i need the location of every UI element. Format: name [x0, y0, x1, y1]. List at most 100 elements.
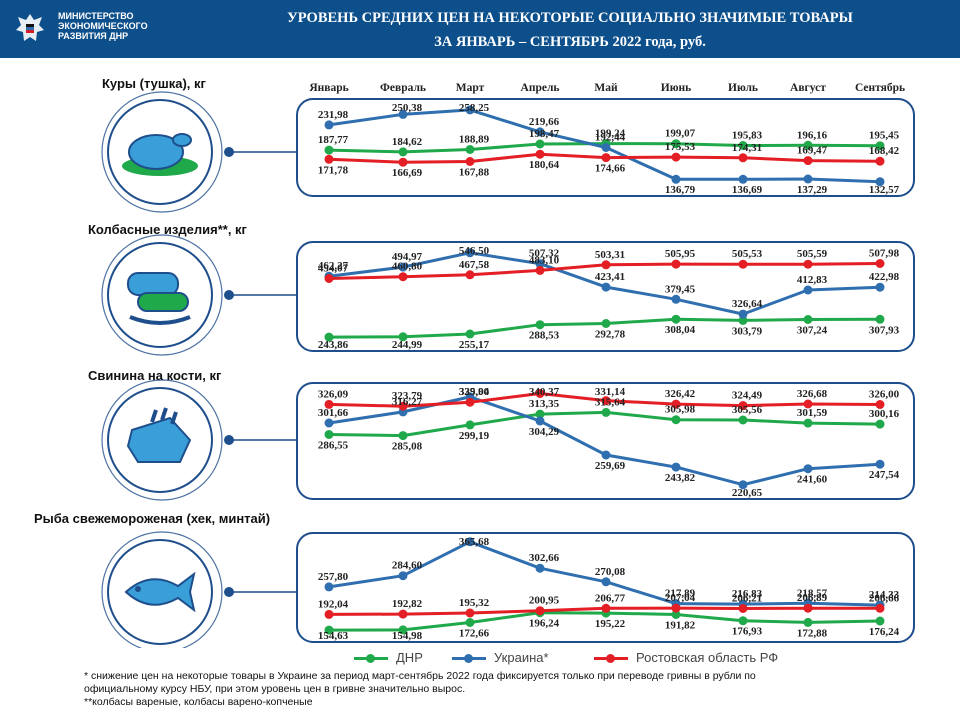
data-point-ukraine — [671, 174, 681, 184]
month-label: Июнь — [661, 82, 691, 94]
data-point-ukraine — [803, 285, 813, 295]
value-label-dnr: 300,16 — [869, 408, 900, 420]
data-point-rostov — [398, 609, 408, 619]
value-label-rostov: 206,89 — [797, 592, 828, 604]
value-label-rostov: 200,95 — [529, 595, 560, 607]
data-point-dnr — [875, 616, 885, 626]
data-point-dnr — [738, 315, 748, 325]
data-point-ukraine — [671, 294, 681, 304]
value-label-ukraine: 217,89 — [665, 588, 696, 600]
value-label-ukraine: 259,69 — [595, 460, 626, 472]
panel-1: 231,98 187,77 171,78 250,38 184,62 166,69 258,… — [101, 91, 915, 213]
value-label-rostov: 192,04 — [318, 598, 349, 610]
value-label-dnr: 285,08 — [392, 441, 423, 453]
value-label-dnr: 308,04 — [665, 324, 696, 336]
value-label-rostov: 206,21 — [732, 593, 762, 605]
data-point-dnr — [671, 610, 681, 619]
data-point-rostov — [465, 270, 475, 280]
value-label-ukraine: 379,45 — [665, 283, 696, 295]
month-label: Сентябрь — [855, 82, 905, 94]
data-point-rostov — [465, 397, 475, 407]
value-label-rostov: 168,42 — [869, 145, 900, 157]
data-point-dnr — [875, 314, 885, 324]
data-point-rostov — [875, 603, 885, 613]
value-label-ukraine: 494,97 — [392, 251, 423, 263]
value-label-rostov: 454,07 — [318, 263, 349, 275]
value-label-ukraine: 365,68 — [459, 536, 490, 548]
data-point-dnr — [803, 315, 813, 324]
data-point-dnr — [875, 141, 885, 151]
data-point-rostov — [738, 259, 748, 269]
value-label-dnr: 176,24 — [869, 626, 900, 638]
data-point-dnr — [324, 430, 334, 439]
value-label-dnr: 305,56 — [732, 404, 763, 416]
value-label-ukraine: 326,64 — [732, 298, 763, 310]
data-point-ukraine — [738, 174, 748, 184]
value-label-dnr: 187,77 — [318, 134, 349, 146]
legend-item-dnr: ДНР — [354, 650, 423, 665]
pork-shape — [126, 416, 192, 463]
value-label-rostov: 483,10 — [529, 254, 560, 266]
data-point-ukraine — [875, 282, 885, 292]
value-label-ukraine: 507,32 — [529, 248, 560, 260]
value-label-dnr: 198,47 — [529, 128, 560, 140]
data-point-rostov — [671, 603, 681, 613]
legend: ДНР Украина* Ростовская область РФ — [340, 650, 940, 666]
data-point-ukraine — [324, 582, 334, 592]
data-point-rostov — [738, 401, 748, 411]
data-point-rostov — [601, 396, 611, 406]
data-point-rostov — [671, 152, 681, 162]
value-label-rostov: 329,04 — [459, 386, 490, 398]
panel-label-sausage: Колбасные изделия**, кг — [88, 222, 247, 237]
value-label-rostov: 507,98 — [869, 248, 900, 260]
value-label-ukraine: 243,82 — [665, 472, 696, 484]
legend-item-ukraine: Украина* — [452, 650, 549, 665]
value-label-ukraine: 423,41 — [595, 271, 625, 283]
data-point-ukraine — [398, 109, 408, 119]
value-label-ukraine: 247,54 — [869, 469, 900, 481]
value-label-ukraine: 258,25 — [459, 102, 490, 114]
footnote-line: официальному курсу НБУ, при этом уровень… — [84, 683, 466, 695]
panel-label-fish: Рыба свежемороженая (хек, минтай) — [34, 511, 271, 526]
chart-title-line2: ЗА ЯНВАРЬ – СЕНТЯБРЬ 2022 года, руб. — [434, 34, 706, 50]
chicken-icon — [122, 133, 198, 176]
panel-frame — [296, 382, 915, 500]
value-label-ukraine: 216,83 — [732, 588, 763, 600]
connector-dot — [224, 147, 234, 157]
value-label-rostov: 460,80 — [392, 261, 423, 273]
legend-swatch — [354, 654, 388, 664]
value-label-ukraine: 192,44 — [595, 132, 626, 144]
data-point-ukraine — [875, 177, 885, 187]
data-point-dnr — [875, 419, 885, 429]
data-point-rostov — [324, 274, 334, 283]
data-point-ukraine — [535, 563, 545, 573]
fish-eye — [135, 586, 141, 592]
data-point-rostov — [738, 153, 748, 163]
month-label: Август — [790, 82, 826, 94]
value-label-rostov: 326,42 — [665, 388, 696, 400]
legend-label: Украина* — [494, 650, 549, 665]
panel-frame — [296, 241, 915, 352]
data-point-dnr — [601, 319, 611, 328]
legend-swatch — [452, 654, 486, 664]
data-point-dnr — [803, 617, 813, 627]
value-label-rostov: 206,66 — [869, 592, 900, 604]
data-point-ukraine — [601, 450, 611, 460]
icon-ring-outer — [101, 379, 223, 501]
data-point-rostov — [324, 154, 334, 164]
value-label-ukraine: 546,50 — [459, 245, 490, 257]
value-label-dnr: 195,83 — [732, 130, 763, 142]
data-point-ukraine — [465, 248, 475, 258]
data-point-dnr — [398, 625, 408, 635]
data-point-rostov — [324, 609, 334, 619]
data-point-ukraine — [803, 174, 813, 184]
value-label-dnr: 255,17 — [459, 339, 490, 351]
value-label-rostov: 174,66 — [595, 163, 626, 175]
data-point-dnr — [398, 147, 408, 157]
data-point-rostov — [671, 399, 681, 409]
month-label: Январь — [309, 82, 348, 94]
data-point-ukraine — [535, 416, 545, 426]
value-label-rostov: 175,53 — [665, 141, 696, 153]
value-label-dnr: 307,24 — [797, 325, 828, 337]
